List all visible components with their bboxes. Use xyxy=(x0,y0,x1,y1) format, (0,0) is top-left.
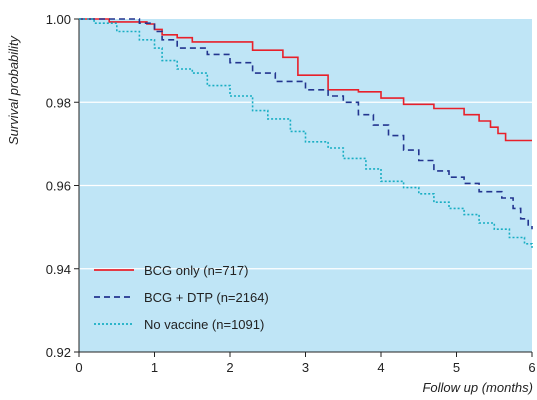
x-tick-label: 4 xyxy=(377,360,384,375)
y-tick-label: 1.00 xyxy=(46,12,71,27)
x-tick-label: 3 xyxy=(302,360,309,375)
legend: BCG only (n=717) BCG + DTP (n=2164) No vac… xyxy=(94,263,269,332)
x-tick-label: 1 xyxy=(151,360,158,375)
axes: 0.92 0.94 0.96 0.98 1.00 0 1 2 3 4 5 6 xyxy=(46,12,536,375)
series-lines xyxy=(79,18,533,248)
x-tick-label: 0 xyxy=(75,360,82,375)
y-tick-label: 0.94 xyxy=(46,262,71,277)
series-line-1 xyxy=(79,18,532,142)
x-axis-title: Follow up (months) xyxy=(422,380,533,395)
legend-label: BCG + DTP (n=2164) xyxy=(144,290,269,305)
y-tick-label: 0.96 xyxy=(46,179,71,194)
series-line-3 xyxy=(79,18,533,248)
y-tick-label: 0.98 xyxy=(46,95,71,110)
gridlines xyxy=(79,101,532,270)
series-line-2 xyxy=(79,18,533,230)
y-axis-title: Survival probability xyxy=(6,34,21,145)
legend-label: No vaccine (n=1091) xyxy=(144,317,264,332)
x-tick-label: 6 xyxy=(528,360,535,375)
x-tick-label: 2 xyxy=(226,360,233,375)
legend-label: BCG only (n=717) xyxy=(144,263,248,278)
x-tick-label: 5 xyxy=(453,360,460,375)
y-tick-label: 0.92 xyxy=(46,345,71,360)
